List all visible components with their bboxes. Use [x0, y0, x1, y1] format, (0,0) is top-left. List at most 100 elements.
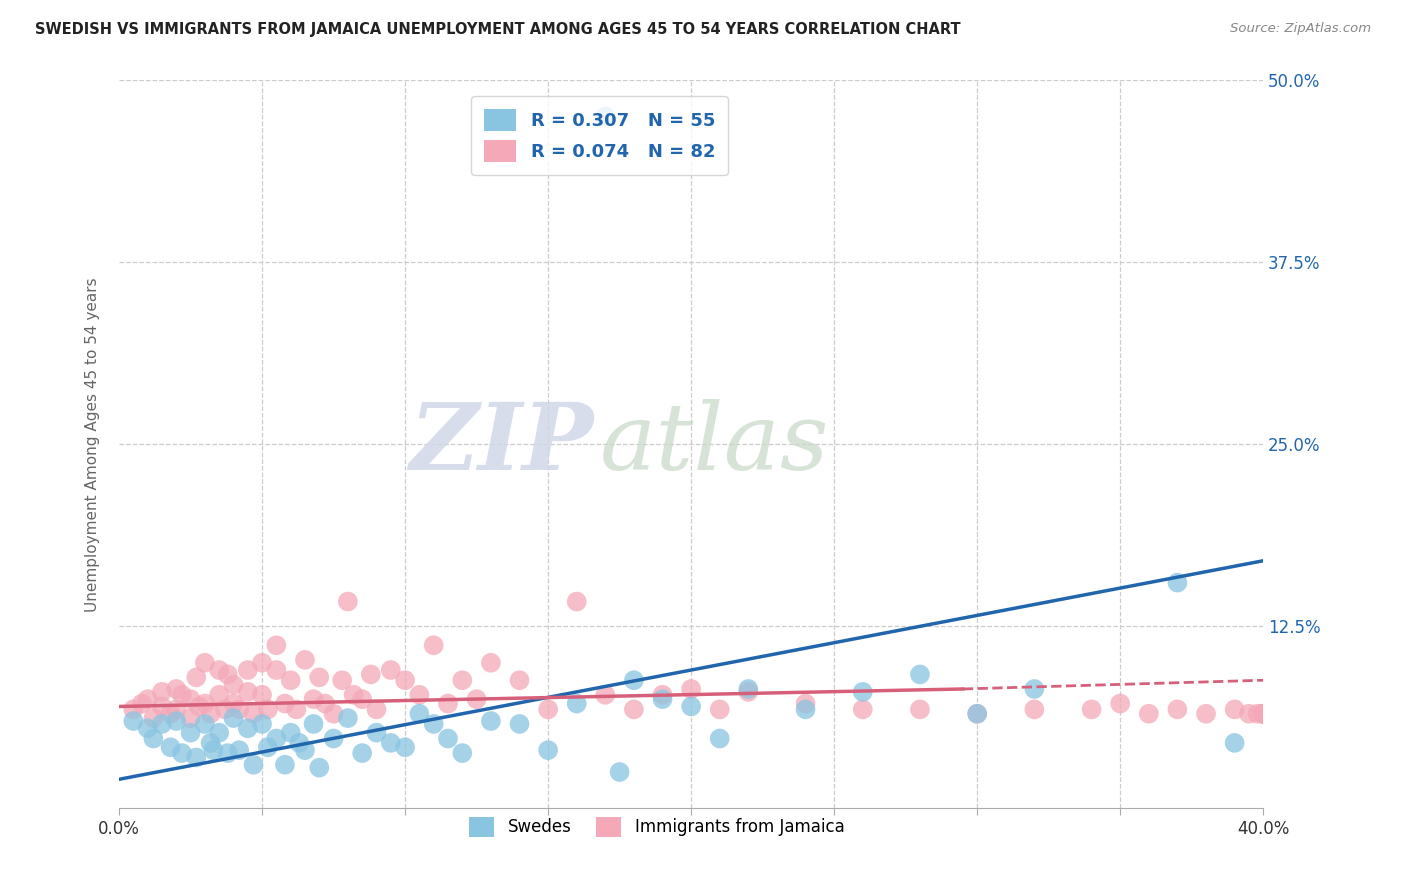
Point: [159, 706, 181, 721]
Text: Source: ZipAtlas.com: Source: ZipAtlas.com: [1230, 22, 1371, 36]
Point: [285, 702, 308, 716]
Point: [537, 743, 560, 757]
Point: [217, 746, 239, 760]
Point: [437, 697, 460, 711]
Point: [366, 702, 388, 716]
Point: [202, 743, 225, 757]
Point: [322, 706, 344, 721]
Point: [681, 699, 703, 714]
Point: [236, 663, 259, 677]
Point: [1223, 736, 1246, 750]
Point: [208, 663, 231, 677]
Point: [194, 697, 217, 711]
Point: [422, 638, 444, 652]
Point: [208, 688, 231, 702]
Point: [200, 736, 222, 750]
Point: [565, 697, 588, 711]
Point: [242, 706, 264, 721]
Point: [408, 706, 430, 721]
Point: [681, 681, 703, 696]
Point: [508, 673, 530, 688]
Point: [342, 688, 364, 702]
Point: [280, 725, 302, 739]
Point: [794, 702, 817, 716]
Point: [1251, 706, 1274, 721]
Point: [236, 721, 259, 735]
Point: [437, 731, 460, 746]
Point: [737, 681, 759, 696]
Point: [256, 702, 278, 716]
Point: [651, 688, 673, 702]
Point: [159, 740, 181, 755]
Point: [170, 688, 193, 702]
Point: [1251, 706, 1274, 721]
Point: [180, 692, 202, 706]
Point: [142, 731, 165, 746]
Point: [1024, 702, 1046, 716]
Point: [737, 685, 759, 699]
Point: [165, 681, 187, 696]
Point: [465, 692, 488, 706]
Point: [623, 673, 645, 688]
Point: [1251, 706, 1274, 721]
Point: [186, 750, 208, 764]
Legend: Swedes, Immigrants from Jamaica: Swedes, Immigrants from Jamaica: [463, 810, 851, 844]
Point: [1080, 702, 1102, 716]
Point: [1251, 706, 1274, 721]
Point: [352, 692, 374, 706]
Point: [451, 746, 474, 760]
Point: [794, 697, 817, 711]
Text: ZIP: ZIP: [409, 400, 593, 489]
Point: [394, 740, 416, 755]
Point: [122, 702, 145, 716]
Point: [217, 667, 239, 681]
Point: [302, 717, 325, 731]
Point: [308, 761, 330, 775]
Point: [194, 656, 217, 670]
Point: [274, 757, 297, 772]
Point: [200, 706, 222, 721]
Point: [394, 673, 416, 688]
Point: [250, 656, 273, 670]
Point: [142, 711, 165, 725]
Point: [623, 702, 645, 716]
Point: [908, 667, 931, 681]
Point: [595, 688, 617, 702]
Point: [122, 714, 145, 728]
Y-axis label: Unemployment Among Ages 45 to 54 years: Unemployment Among Ages 45 to 54 years: [86, 277, 100, 612]
Point: [228, 702, 250, 716]
Point: [451, 673, 474, 688]
Point: [1223, 702, 1246, 716]
Point: [186, 670, 208, 684]
Point: [188, 699, 211, 714]
Point: [136, 721, 159, 735]
Text: atlas: atlas: [599, 400, 830, 489]
Point: [366, 725, 388, 739]
Point: [360, 667, 382, 681]
Point: [280, 673, 302, 688]
Point: [1246, 706, 1268, 721]
Point: [1166, 702, 1188, 716]
Point: [709, 731, 731, 746]
Point: [966, 706, 988, 721]
Point: [852, 685, 875, 699]
Text: SWEDISH VS IMMIGRANTS FROM JAMAICA UNEMPLOYMENT AMONG AGES 45 TO 54 YEARS CORREL: SWEDISH VS IMMIGRANTS FROM JAMAICA UNEMP…: [35, 22, 960, 37]
Point: [314, 697, 336, 711]
Point: [422, 717, 444, 731]
Point: [1024, 681, 1046, 696]
Point: [1109, 697, 1132, 711]
Point: [1195, 706, 1218, 721]
Point: [537, 702, 560, 716]
Point: [222, 677, 245, 691]
Point: [479, 714, 502, 728]
Point: [150, 699, 173, 714]
Point: [380, 736, 402, 750]
Point: [150, 717, 173, 731]
Point: [479, 656, 502, 670]
Point: [1251, 706, 1274, 721]
Point: [266, 638, 288, 652]
Point: [595, 109, 617, 123]
Point: [250, 688, 273, 702]
Point: [908, 702, 931, 716]
Point: [1137, 706, 1160, 721]
